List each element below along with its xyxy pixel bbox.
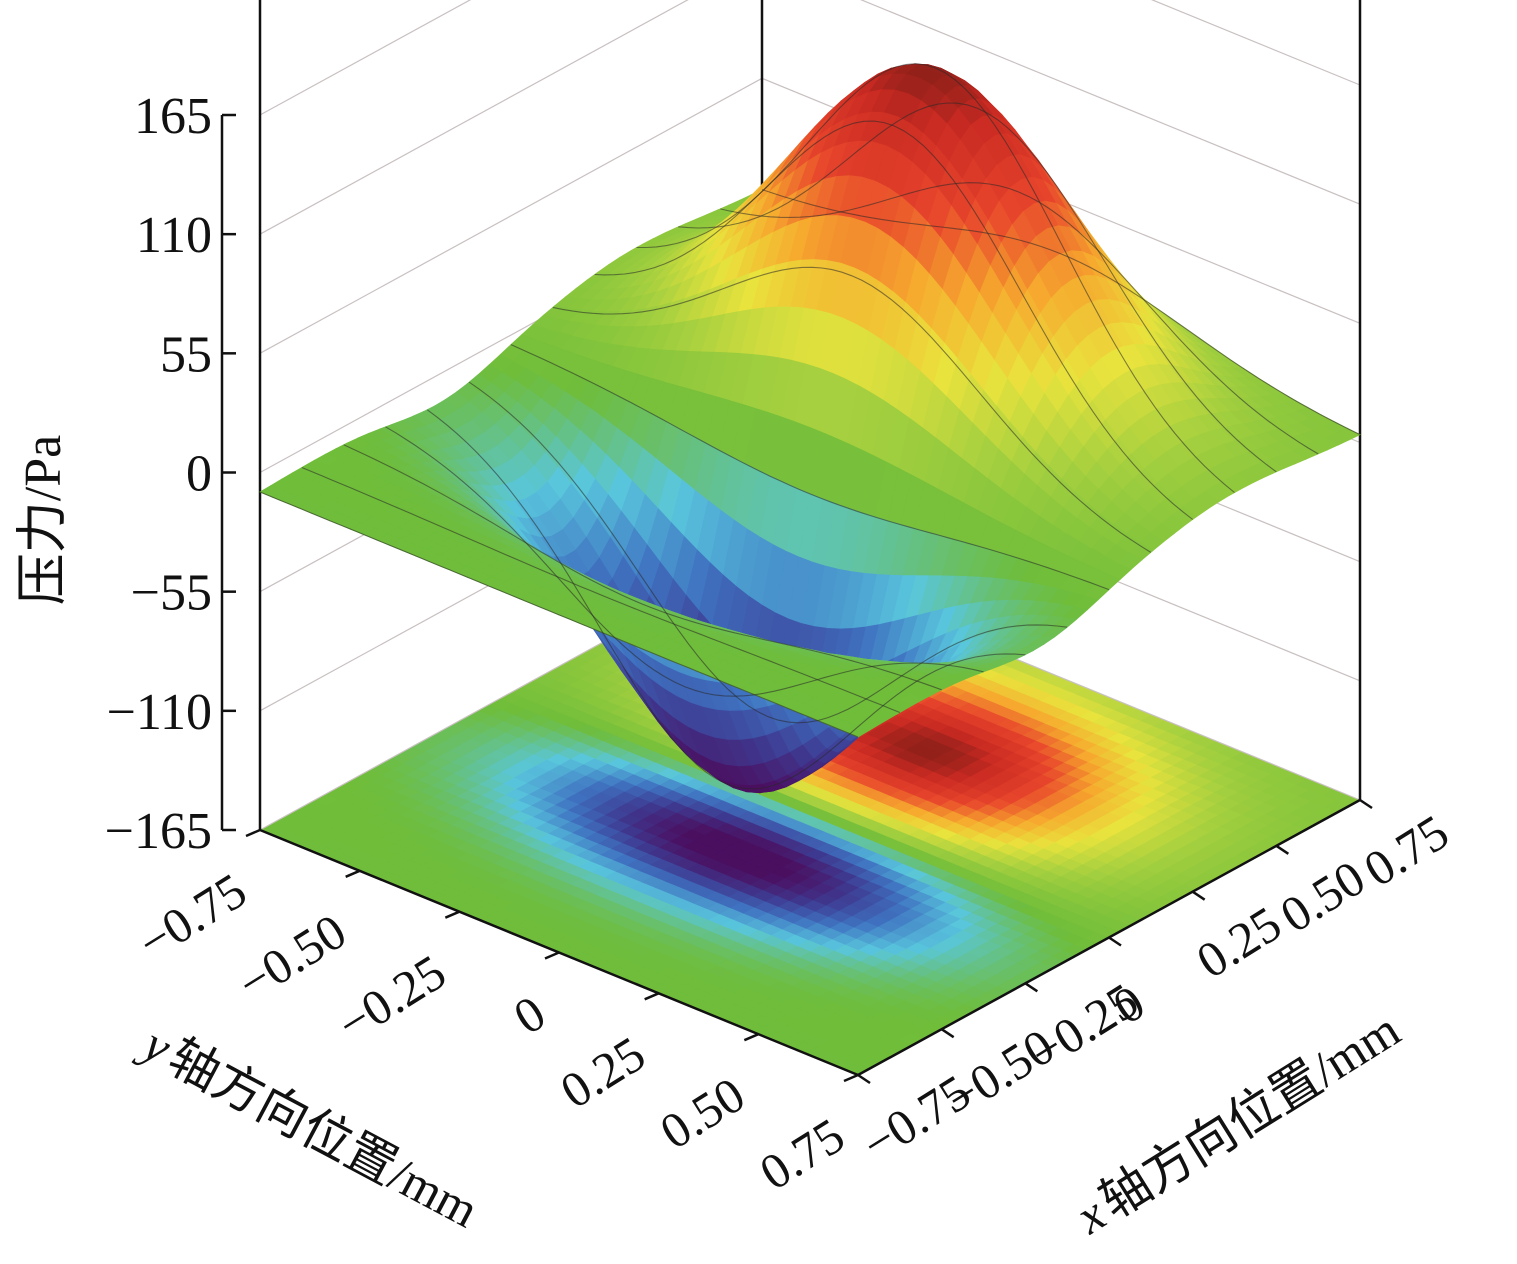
y-tick (743, 1033, 759, 1042)
y-tick-label: 0.50 (650, 1066, 754, 1160)
y-tick (345, 869, 361, 878)
wall-gridline (259, 0, 1361, 235)
surface-contour-line (720, 182, 1319, 455)
y-tick-label: −0.25 (327, 944, 455, 1053)
surface-contour-line (343, 444, 942, 691)
wall-gridline (259, 0, 1361, 116)
x-tick (1275, 844, 1290, 855)
x-axis-label-text: 轴方向位置/mm (1090, 1001, 1410, 1230)
surface-contour-line (426, 409, 1026, 790)
y-tick (644, 992, 660, 1001)
y-tick (544, 951, 560, 960)
surface-contour-line (385, 426, 984, 697)
z-axis-label: 压力/Pa (15, 435, 72, 605)
z-tick-label: 55 (160, 326, 212, 383)
surface-contour-line (510, 344, 1110, 591)
y-axis-label-text: 轴方向位置/mm (160, 1028, 488, 1238)
z-tick-label: −165 (105, 803, 212, 860)
pressure-surface (259, 63, 1361, 794)
x-tick-label: 0.75 (1354, 803, 1458, 897)
surface-contour-line (594, 120, 1194, 520)
y-axis-label: y 轴方向位置/mm (130, 1013, 487, 1238)
surface-contour-line (468, 381, 1068, 724)
x-tick (1108, 936, 1122, 947)
surface-contour-line (259, 491, 859, 738)
y-tick-label: 0 (504, 984, 555, 1045)
y-tick (843, 1073, 859, 1083)
surface-contour-line (301, 466, 901, 714)
y-tick-label: −0.75 (128, 862, 256, 971)
x-tick-label: 0.25 (1187, 895, 1291, 989)
z-tick-label: −110 (107, 684, 212, 741)
y-tick (444, 910, 460, 919)
y-tick (245, 828, 261, 838)
z-tick-label: 110 (136, 207, 212, 264)
y-tick-label: 0.75 (750, 1107, 854, 1201)
x-tick (940, 1028, 955, 1039)
x-tick (1024, 982, 1039, 993)
surface-contour-line (678, 102, 1277, 473)
x-tick (1191, 890, 1206, 901)
surface-contour-line (636, 63, 1235, 493)
z-tick-label: −55 (131, 565, 212, 622)
surface-contour-line (552, 266, 1152, 553)
y-tick-label: 0.25 (551, 1025, 655, 1119)
surface-contour-line (761, 189, 1361, 436)
x-tick-label: 0.50 (1270, 849, 1374, 943)
z-tick-label: 165 (134, 88, 212, 145)
x-tick (857, 1073, 871, 1085)
x-tick (1359, 798, 1373, 810)
z-tick-label: 0 (186, 446, 212, 503)
y-tick-label: −0.50 (228, 903, 356, 1012)
box-frame (258, 0, 1362, 830)
